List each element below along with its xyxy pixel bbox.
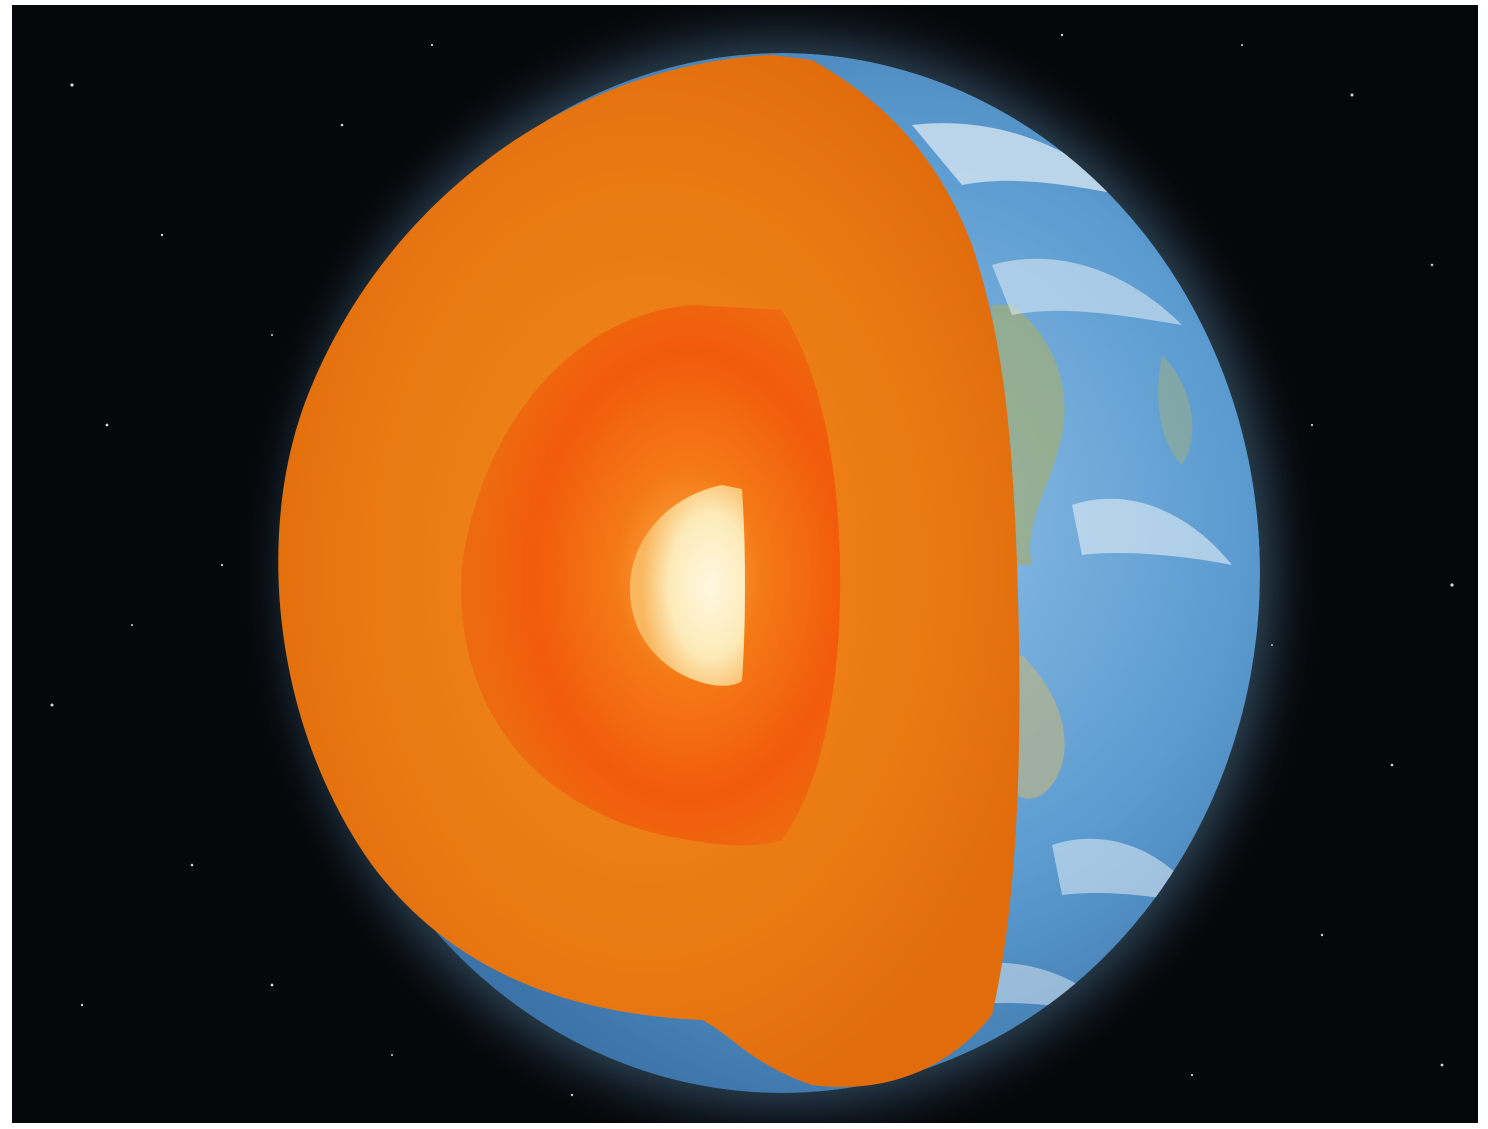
landmass [1158, 355, 1193, 465]
star-field [50, 33, 1454, 1097]
cloud-band [1072, 498, 1232, 565]
cloud-band [992, 258, 1182, 325]
cloud-band [912, 123, 1122, 195]
earth-cutaway-illustration [50, 5, 1454, 1123]
landmass [1007, 655, 1065, 799]
inner-core-layer [629, 485, 745, 686]
space-scene [12, 5, 1478, 1123]
